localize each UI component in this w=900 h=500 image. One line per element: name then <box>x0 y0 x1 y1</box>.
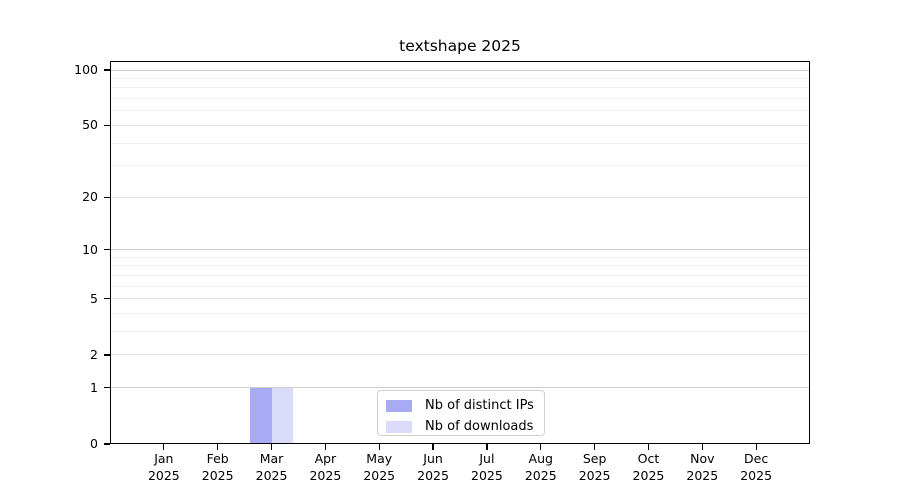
x-tick <box>486 444 488 450</box>
y-tick-label: 10 <box>82 241 98 257</box>
y-tick-label: 0 <box>90 436 98 451</box>
x-tick-month: Jan <box>154 451 174 466</box>
y-tick-label: 100 <box>74 62 98 77</box>
y-tick <box>104 443 110 445</box>
x-tick <box>594 444 596 450</box>
gridline-minor <box>111 98 809 100</box>
y-tick-label: 2 <box>90 346 98 362</box>
x-tick-month: Jun <box>423 451 443 466</box>
x-tick-label: Feb 2025 <box>188 451 248 484</box>
x-tick <box>540 444 542 450</box>
gridline-minor <box>111 331 809 333</box>
x-tick-label: May 2025 <box>349 451 409 484</box>
x-tick-year: 2025 <box>740 467 773 483</box>
x-tick-label: Jun 2025 <box>403 451 463 484</box>
x-tick-year: 2025 <box>686 467 719 483</box>
gridline-minor <box>111 165 809 167</box>
gridline-minor <box>111 110 809 112</box>
gridline-minor <box>111 274 809 276</box>
x-tick <box>755 444 757 450</box>
y-tick-label: 20 <box>82 189 98 205</box>
y-tick-label: 5 <box>90 290 98 306</box>
x-tick <box>163 444 165 450</box>
y-tick <box>104 124 110 126</box>
x-tick-year: 2025 <box>255 467 288 483</box>
x-tick-year: 2025 <box>471 467 503 483</box>
x-tick-year: 2025 <box>363 467 396 483</box>
y-tick <box>104 298 110 300</box>
gridline-minor <box>111 77 809 79</box>
x-tick <box>324 444 326 450</box>
legend-swatch-icon <box>386 399 412 412</box>
gridline-major <box>111 249 809 251</box>
x-tick-month: Jul <box>479 451 495 466</box>
x-tick <box>378 444 380 450</box>
legend-item: Nb of distinct IPs <box>378 397 544 414</box>
legend-label: Nb of downloads <box>425 419 534 434</box>
gridline-major <box>111 387 809 389</box>
gridline-minor <box>111 256 809 258</box>
gridline-major <box>111 69 809 71</box>
x-tick-label: Apr 2025 <box>295 451 355 484</box>
x-tick-label: Oct 2025 <box>618 451 678 484</box>
x-tick-label: Nov 2025 <box>672 451 732 484</box>
gridline-minor <box>111 285 809 287</box>
x-tick <box>701 444 703 450</box>
x-tick-month: Apr <box>314 451 337 466</box>
x-tick-month: Dec <box>744 451 769 466</box>
x-tick-year: 2025 <box>417 467 449 483</box>
x-tick <box>217 444 219 450</box>
legend-item: Nb of downloads <box>378 418 544 435</box>
x-tick <box>647 444 650 450</box>
axes-frame <box>110 61 810 444</box>
x-tick-year: 2025 <box>147 467 180 483</box>
gridline-minor <box>111 87 809 89</box>
x-tick-label: Jan 2025 <box>134 451 194 484</box>
x-tick-year: 2025 <box>632 467 665 483</box>
y-tick <box>104 387 110 389</box>
x-tick-label: Jul 2025 <box>457 451 517 484</box>
bar-distinct-ips <box>250 387 272 444</box>
gridline-minor <box>111 313 809 315</box>
plot-area <box>110 61 810 444</box>
x-tick-label: Mar 2025 <box>242 451 302 484</box>
x-tick-month: Sep <box>582 451 607 466</box>
legend: Nb of distinct IPs Nb of downloads <box>377 390 545 436</box>
x-tick-month: Feb <box>206 451 229 466</box>
x-tick-label: Dec 2025 <box>726 451 786 484</box>
x-tick-month: May <box>366 451 393 466</box>
x-tick-month: Mar <box>259 451 284 466</box>
x-tick <box>270 444 273 450</box>
legend-swatch-icon <box>386 420 412 433</box>
x-tick-year: 2025 <box>524 467 557 483</box>
x-tick-year: 2025 <box>201 467 234 483</box>
y-tick <box>104 69 110 71</box>
x-tick-month: Aug <box>528 451 553 466</box>
gridline <box>111 298 809 300</box>
y-tick-label: 1 <box>90 379 98 395</box>
x-tick-year: 2025 <box>309 467 342 483</box>
x-tick <box>432 444 434 450</box>
x-tick-month: Oct <box>637 451 660 466</box>
y-tick <box>104 249 110 251</box>
x-tick-label: Sep 2025 <box>565 451 625 484</box>
gridline-minor <box>111 142 809 144</box>
legend-label: Nb of distinct IPs <box>425 398 534 413</box>
x-tick-label: Aug 2025 <box>511 451 571 484</box>
y-tick <box>104 196 110 198</box>
y-tick <box>104 354 110 356</box>
chart-title: textshape 2025 <box>399 37 521 55</box>
x-tick-month: Nov <box>690 451 715 466</box>
gridline <box>111 124 809 126</box>
gridline <box>111 354 809 356</box>
gridline-minor <box>111 265 809 267</box>
bar-downloads <box>271 387 294 444</box>
gridline <box>111 196 809 198</box>
y-tick-label: 50 <box>82 117 98 133</box>
x-tick-year: 2025 <box>578 467 611 483</box>
